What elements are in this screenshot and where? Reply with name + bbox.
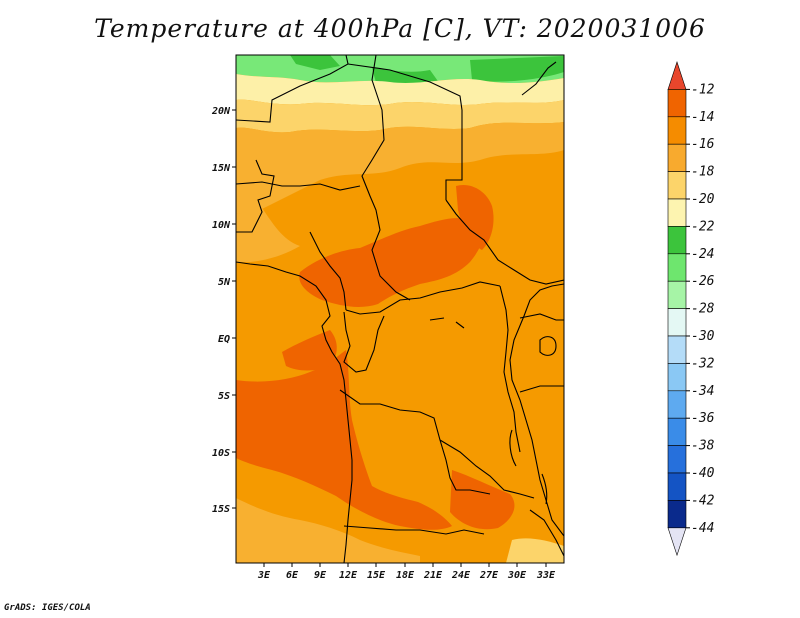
border-zambia	[439, 439, 535, 499]
border-cameroon-car	[345, 281, 501, 315]
field-darkorange-central	[299, 218, 483, 307]
colorbar-label: -38	[691, 439, 715, 454]
lat-axis: 20N 15N 10N 5N EQ 5S 10S 15S	[211, 106, 236, 515]
field-green-band	[290, 55, 564, 90]
colorbar-swatch	[667, 171, 687, 200]
colorbar-label: -16	[691, 137, 715, 152]
lon-label-24e: 24E	[451, 570, 471, 581]
colorbar-label: -26	[691, 274, 715, 289]
field-darkorange-east	[456, 184, 494, 250]
colorbar-label: -12	[691, 82, 715, 97]
colorbar-swatch	[667, 445, 687, 474]
lon-label-15e: 15E	[367, 570, 386, 581]
colorbar-swatch	[667, 89, 687, 118]
colorbar-swatch	[667, 417, 687, 446]
border-west-africa	[236, 159, 275, 233]
temperature-field	[236, 55, 564, 563]
lat-label-15n: 15N	[212, 163, 231, 174]
country-borders	[236, 55, 564, 563]
colorbar-label: -44	[691, 521, 714, 536]
colorbar-label: -18	[691, 165, 715, 180]
lat-label-10s: 10S	[212, 448, 230, 459]
field-yellow-band	[236, 99, 564, 133]
colorbar-swatch	[667, 472, 687, 501]
colorbar-swatch	[667, 198, 687, 227]
border-red-sea	[521, 61, 557, 96]
lat-label-eq: EQ	[218, 334, 230, 345]
border-mozambique	[529, 509, 564, 557]
colorbar-swatch	[667, 527, 687, 557]
lon-label-30e: 30E	[507, 570, 527, 581]
border-niger-nigeria	[236, 181, 361, 191]
lon-label-6e: 6E	[286, 570, 299, 581]
border-nigeria-cameroon	[309, 231, 347, 311]
lon-label-33e: 33E	[536, 570, 556, 581]
lat-label-15s: 15S	[212, 504, 230, 515]
colorbar-label: -14	[691, 110, 714, 125]
field-lightorange-north	[236, 122, 564, 214]
map-frame	[235, 54, 565, 564]
lat-label-5n: 5N	[218, 277, 231, 288]
map-title: Temperature at 400hPa [C], VT: 202003100…	[94, 14, 706, 43]
colorbar-swatch	[667, 390, 687, 419]
colorbar-label: -36	[691, 411, 715, 426]
coastline-east	[509, 283, 564, 537]
border-drc-east	[499, 285, 521, 453]
lon-label-3e: 3E	[257, 570, 271, 581]
lat-label-5s: 5S	[218, 391, 230, 402]
grads-credit: GrADS: IGES/COLA	[4, 603, 91, 613]
colorbar-label: -40	[691, 466, 715, 481]
field-paleyellow-band	[236, 74, 564, 106]
colorbar-label: -24	[691, 247, 714, 262]
border-sahara-2	[347, 63, 463, 200]
lon-label-27e: 27E	[479, 570, 499, 581]
colorbar-swatch	[667, 61, 687, 90]
lon-label-18e: 18E	[396, 570, 415, 581]
colorbar-swatch	[667, 363, 687, 392]
colorbar-swatch	[667, 253, 687, 282]
lat-label-10n: 10N	[212, 220, 231, 231]
colorbar: -12 -14 -16 -18 -20 -22 -24 -26 -28 -30 -32 -34 -36 -…	[667, 61, 715, 557]
border-sudan	[445, 199, 564, 285]
colorbar-label: -42	[691, 493, 715, 508]
border-congo	[343, 311, 385, 373]
border-tanzania	[519, 385, 564, 393]
colorbar-swatch	[667, 226, 687, 255]
lake-tanganyika	[509, 429, 517, 467]
field-yellow-southeast	[506, 538, 564, 563]
colorbar-label: -22	[691, 219, 715, 234]
colorbar-label: -34	[691, 384, 714, 399]
colorbar-swatch	[667, 308, 687, 337]
field-lightorange-west	[236, 208, 300, 262]
colorbar-label: -32	[691, 356, 715, 371]
field-darkorange-southwest	[236, 350, 452, 530]
lat-label-20n: 20N	[211, 106, 231, 117]
lake-victoria	[539, 336, 557, 356]
border-uganda	[519, 313, 564, 321]
colorbar-swatch	[667, 280, 687, 309]
colorbar-label: -20	[691, 192, 715, 207]
border-angola-namibia	[343, 525, 485, 535]
border-drc-angola	[339, 389, 491, 495]
lon-axis: 3E 6E 9E 12E 15E 18E 21E 24E 27E 30E 33E	[257, 563, 556, 581]
colorbar-swatch	[667, 143, 687, 172]
border-lake-north	[429, 317, 465, 329]
colorbar-label: -28	[691, 302, 715, 317]
lon-label-9e: 9E	[314, 570, 327, 581]
coastline-west	[236, 261, 353, 563]
colorbar-swatch	[667, 116, 687, 145]
colorbar-swatch	[667, 335, 687, 364]
lon-label-21e: 21E	[423, 570, 443, 581]
field-lightorange-south	[236, 498, 420, 563]
field-darkorange-coast	[282, 330, 337, 371]
border-chad	[361, 55, 411, 301]
lon-label-12e: 12E	[339, 570, 358, 581]
lake-malawi	[541, 473, 548, 505]
field-darkorange-southeast	[450, 470, 515, 530]
colorbar-label: -30	[691, 329, 715, 344]
colorbar-swatch	[667, 500, 687, 529]
